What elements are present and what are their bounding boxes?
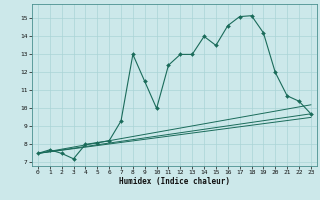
X-axis label: Humidex (Indice chaleur): Humidex (Indice chaleur) — [119, 177, 230, 186]
